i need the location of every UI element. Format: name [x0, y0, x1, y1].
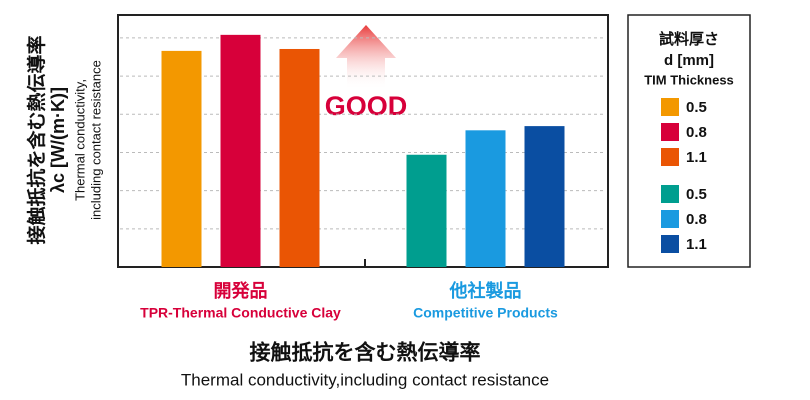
good-arrow — [336, 25, 396, 90]
legend-swatch — [661, 98, 679, 116]
legend-swatch — [661, 210, 679, 228]
legend-label: 0.5 — [686, 186, 707, 203]
legend-frame — [627, 14, 751, 268]
legend-label: 0.5 — [686, 99, 707, 116]
annotation: GOOD — [325, 91, 408, 121]
x-title: 接触抵抗を含む熱伝導率 — [250, 341, 481, 365]
bar — [406, 154, 447, 267]
legend-title: TIM Thickness — [644, 72, 734, 87]
legend-swatch — [661, 235, 679, 253]
bar — [524, 126, 565, 267]
legend-swatch — [661, 148, 679, 166]
legend-title: d [mm] — [664, 52, 714, 69]
legend-swatch — [661, 185, 679, 203]
y-title: 接触抵抗を含む熱伝導率 — [25, 35, 48, 244]
legend-label: 1.1 — [686, 236, 707, 253]
bar — [220, 34, 261, 267]
x-tick-sublabel: TPR-Thermal Conductive Clay — [140, 305, 341, 321]
legend-swatch — [661, 123, 679, 141]
x-tick-label: 開発品 — [214, 280, 268, 301]
y-title: λc [W/(m·K)] — [48, 87, 68, 193]
bar — [161, 50, 202, 268]
bar — [465, 130, 506, 267]
plot-frame — [117, 14, 609, 268]
x-tick-sublabel: Competitive Products — [413, 305, 558, 321]
x-tick-label: 他社製品 — [449, 280, 522, 301]
legend-label: 0.8 — [686, 124, 707, 141]
bar — [279, 48, 320, 268]
legend-label: 0.8 — [686, 211, 707, 228]
y-title: Thermal conductivity, — [72, 79, 87, 201]
legend-title: 試料厚さ — [659, 30, 719, 48]
x-title: Thermal conductivity,including contact r… — [181, 370, 549, 389]
y-title: including contact resistance — [88, 60, 103, 220]
legend-label: 1.1 — [686, 149, 707, 166]
